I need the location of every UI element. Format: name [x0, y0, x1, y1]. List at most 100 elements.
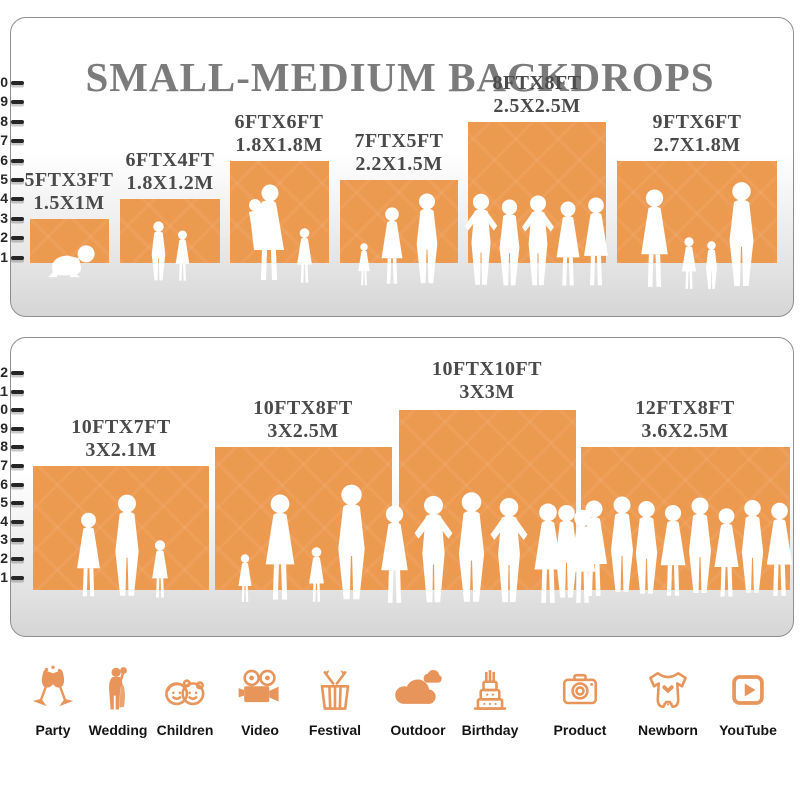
- silhouette-group: [617, 181, 777, 291]
- person-silhouette: [109, 494, 145, 600]
- tick-mark: [11, 483, 24, 487]
- ruler-label: 3: [0, 210, 8, 226]
- person-silhouette: [148, 540, 172, 600]
- backdrop-label: 10FTX7FT 3X2.1M: [71, 416, 171, 461]
- category-label: Birthday: [461, 722, 519, 738]
- tick-mark: [11, 501, 24, 505]
- category-children: Children: [143, 664, 227, 738]
- product-icon: [562, 673, 598, 705]
- ruler-label: 2: [0, 550, 8, 566]
- silhouette-group: [30, 244, 109, 278]
- tick-mark: [11, 81, 24, 85]
- person-silhouette: [409, 495, 458, 607]
- ruler-label: 9: [0, 93, 8, 109]
- tick-mark: [11, 120, 24, 124]
- category-newborn: Newborn: [626, 664, 710, 738]
- silhouette-group: [120, 221, 220, 283]
- category-label: Festival: [308, 722, 362, 738]
- person-silhouette: [577, 197, 615, 289]
- category-label: Video: [241, 722, 279, 738]
- newborn-icon: [649, 671, 687, 709]
- category-product: Product: [538, 664, 622, 738]
- backdrop-label: 10FTX10FT 3X3M: [431, 358, 543, 403]
- ruler-label: 1: [0, 249, 8, 265]
- silhouette-group: [581, 490, 790, 602]
- wedding-icon: [109, 667, 127, 710]
- person-silhouette: [71, 512, 106, 600]
- tick-mark: [11, 576, 24, 580]
- silhouette-group: [33, 494, 209, 600]
- tick-mark: [11, 178, 24, 182]
- person-silhouette: [376, 207, 408, 287]
- person-silhouette: [331, 484, 372, 604]
- person-silhouette: [235, 554, 255, 604]
- person-silhouette: [148, 221, 169, 283]
- person-silhouette: [790, 502, 800, 602]
- ruler-label: 10: [0, 401, 8, 417]
- ruler-label: 4: [0, 190, 8, 206]
- person-silhouette: [244, 183, 290, 285]
- tick-mark: [11, 256, 24, 260]
- tick-mark: [11, 520, 24, 524]
- birthday-icon: [473, 669, 507, 710]
- category-label: Children: [156, 722, 214, 738]
- silhouette-group: [340, 193, 458, 287]
- tick-mark: [11, 445, 24, 449]
- youtube-icon: [732, 675, 764, 705]
- person-silhouette: [634, 189, 675, 291]
- backdrop-10ftx8ft: [215, 447, 392, 590]
- tick-mark: [11, 236, 24, 240]
- category-outdoor: Outdoor: [376, 664, 460, 738]
- ruler-label: 12: [0, 364, 8, 380]
- ruler-label: 10: [0, 74, 8, 90]
- category-party: Party: [11, 664, 95, 738]
- ruler-label: 5: [0, 494, 8, 510]
- ruler-label: 3: [0, 531, 8, 547]
- ruler-label: 1: [0, 569, 8, 585]
- ruler-label: 5: [0, 171, 8, 187]
- tick-mark: [11, 217, 24, 221]
- category-festival: Festival: [293, 664, 377, 738]
- ruler-label: 6: [0, 476, 8, 492]
- person-silhouette: [172, 230, 193, 283]
- children-icon: [165, 679, 205, 706]
- tick-mark: [11, 197, 24, 201]
- category-label: Wedding: [88, 722, 148, 738]
- backdrop-label: 8FTX8FT 2.5X2.5M: [492, 72, 582, 117]
- category-label: Outdoor: [390, 722, 446, 738]
- category-label: YouTube: [719, 722, 777, 738]
- person-silhouette: [723, 181, 760, 291]
- tick-mark: [11, 464, 24, 468]
- tick-mark: [11, 538, 24, 542]
- ruler-label: 7: [0, 457, 8, 473]
- category-label: Newborn: [638, 722, 698, 738]
- silhouette-group: [215, 484, 392, 604]
- silhouette-group: [468, 193, 606, 289]
- person-silhouette: [411, 193, 443, 287]
- party-icon: [32, 665, 74, 707]
- backdrop-5ftx3ft: [30, 219, 109, 263]
- person-silhouette: [305, 547, 328, 604]
- ruler-label: 11: [0, 383, 8, 399]
- category-video: Video: [218, 664, 302, 738]
- tick-mark: [11, 100, 24, 104]
- tick-mark: [11, 371, 24, 375]
- person-silhouette: [703, 241, 720, 291]
- category-wedding: Wedding: [76, 664, 160, 738]
- ruler-label: 9: [0, 420, 8, 436]
- backdrop-label: 7FTX5FT 2.2X1.5M: [354, 130, 444, 175]
- tick-mark: [11, 159, 24, 163]
- tick-mark: [11, 557, 24, 561]
- person-silhouette: [293, 228, 316, 285]
- ruler-label: 4: [0, 513, 8, 529]
- person-silhouette: [485, 497, 533, 607]
- person-silhouette: [258, 494, 302, 604]
- ruler-label: 7: [0, 132, 8, 148]
- person-silhouette: [678, 237, 700, 291]
- silhouette-group: [230, 183, 329, 285]
- tick-mark: [11, 139, 24, 143]
- backdrop-label: 10FTX8FT 3X2.5M: [253, 397, 353, 442]
- festival-icon: [320, 670, 350, 710]
- category-label: Product: [553, 722, 607, 738]
